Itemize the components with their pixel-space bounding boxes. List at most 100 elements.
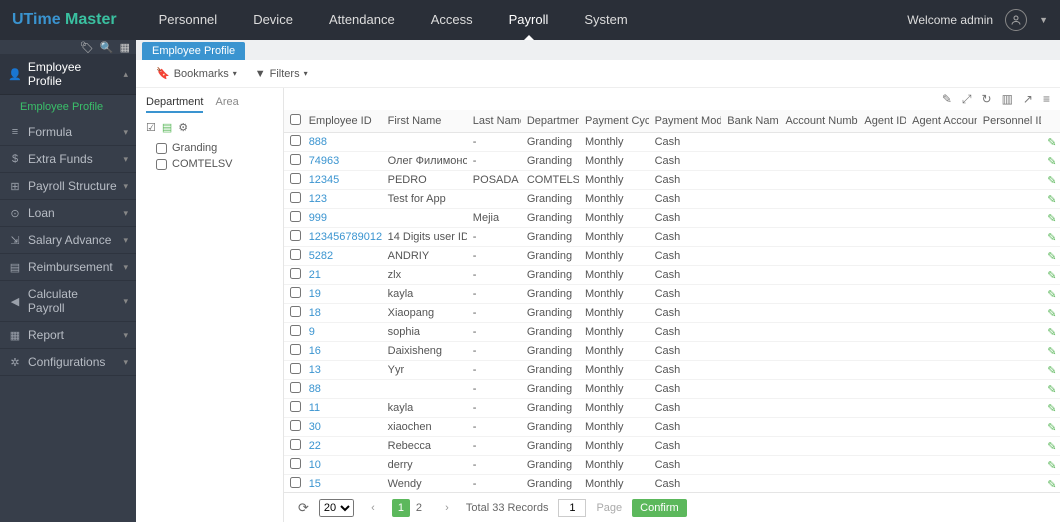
- edit-row-icon[interactable]: ✎: [1047, 137, 1056, 149]
- avatar-icon[interactable]: [1005, 9, 1027, 31]
- row-checkbox[interactable]: [290, 230, 301, 241]
- col-header[interactable]: Personnel ID: [977, 110, 1041, 133]
- row-checkbox[interactable]: [290, 439, 301, 450]
- table-row[interactable]: 30xiaochen-GrandingMonthlyCash✎: [284, 418, 1060, 437]
- cell-employee-id[interactable]: 888: [303, 133, 382, 152]
- sidebar-item-calculate-payroll[interactable]: ◀Calculate Payroll▾: [0, 281, 136, 322]
- table-row[interactable]: 5282ANDRIY-GrandingMonthlyCash✎: [284, 247, 1060, 266]
- table-row[interactable]: 1234567890123414 Digits user ID-Granding…: [284, 228, 1060, 247]
- cell-employee-id[interactable]: 16: [303, 342, 382, 361]
- row-checkbox[interactable]: [290, 249, 301, 260]
- nav-system[interactable]: System: [566, 0, 645, 40]
- sidebar-item-formula[interactable]: ≡Formula▾: [0, 119, 136, 146]
- cell-employee-id[interactable]: 74963: [303, 152, 382, 171]
- nav-payroll[interactable]: Payroll: [491, 0, 567, 40]
- nav-personnel[interactable]: Personnel: [141, 0, 236, 40]
- row-checkbox[interactable]: [290, 192, 301, 203]
- bookmarks-button[interactable]: 🔖 Bookmarks ▾: [156, 67, 237, 80]
- cell-employee-id[interactable]: 22: [303, 437, 382, 456]
- sidebar-item-payroll-structure[interactable]: ⊞Payroll Structure▾: [0, 173, 136, 200]
- reload-icon[interactable]: ⟳: [298, 500, 309, 516]
- row-checkbox[interactable]: [290, 287, 301, 298]
- edit-row-icon[interactable]: ✎: [1047, 194, 1056, 206]
- row-checkbox[interactable]: [290, 211, 301, 222]
- row-checkbox[interactable]: [290, 382, 301, 393]
- page-input[interactable]: [558, 499, 586, 517]
- edit-row-icon[interactable]: ✎: [1047, 441, 1056, 453]
- row-checkbox[interactable]: [290, 135, 301, 146]
- page-size-select[interactable]: 20: [319, 499, 354, 517]
- table-row[interactable]: 9sophia-GrandingMonthlyCash✎: [284, 323, 1060, 342]
- col-header[interactable]: Agent ID: [858, 110, 906, 133]
- search-icon[interactable]: 🔍: [100, 41, 114, 54]
- table-row[interactable]: 15Wendy-GrandingMonthlyCash✎: [284, 475, 1060, 493]
- edit-row-icon[interactable]: ✎: [1047, 365, 1056, 377]
- cell-employee-id[interactable]: 30: [303, 418, 382, 437]
- cell-employee-id[interactable]: 12345: [303, 171, 382, 190]
- tree-hierarchy-icon[interactable]: ⚙: [178, 121, 188, 134]
- tree-expand-icon[interactable]: ▤: [162, 121, 172, 134]
- cell-employee-id[interactable]: 123: [303, 190, 382, 209]
- cell-employee-id[interactable]: 21: [303, 266, 382, 285]
- cell-employee-id[interactable]: 19: [303, 285, 382, 304]
- table-row[interactable]: 21zlx-GrandingMonthlyCash✎: [284, 266, 1060, 285]
- data-grid[interactable]: Employee IDFirst NameLast NameDepartment…: [284, 110, 1060, 492]
- col-header[interactable]: Bank Name: [721, 110, 779, 133]
- sidebar-item-reimbursement[interactable]: ▤Reimbursement▾: [0, 254, 136, 281]
- row-checkbox[interactable]: [290, 154, 301, 165]
- confirm-button[interactable]: Confirm: [632, 499, 687, 517]
- table-row[interactable]: 123Test for AppGrandingMonthlyCash✎: [284, 190, 1060, 209]
- table-row[interactable]: 22Rebecca-GrandingMonthlyCash✎: [284, 437, 1060, 456]
- cell-employee-id[interactable]: 11: [303, 399, 382, 418]
- row-checkbox[interactable]: [290, 458, 301, 469]
- col-header[interactable]: Last Name: [467, 110, 521, 133]
- edit-row-icon[interactable]: ✎: [1047, 289, 1056, 301]
- edit-row-icon[interactable]: ✎: [1047, 479, 1056, 491]
- page-number[interactable]: 2: [410, 499, 428, 517]
- sidebar-item-loan[interactable]: ⊙Loan▾: [0, 200, 136, 227]
- tree-node-checkbox[interactable]: [156, 143, 167, 154]
- select-all-checkbox[interactable]: [290, 114, 301, 125]
- collapse-icon[interactable]: ▦: [120, 41, 130, 54]
- table-row[interactable]: 999MejiaGrandingMonthlyCash✎: [284, 209, 1060, 228]
- table-row[interactable]: 74963Олег Филимонов-GrandingMonthlyCash✎: [284, 152, 1060, 171]
- tree-tab-area[interactable]: Area: [215, 96, 238, 113]
- col-header[interactable]: First Name: [382, 110, 467, 133]
- sidebar-item-report[interactable]: ▦Report▾: [0, 322, 136, 349]
- col-header[interactable]: Payment Cycle: [579, 110, 649, 133]
- table-row[interactable]: 12345PEDROPOSADACOMTELSVMonthlyCash✎: [284, 171, 1060, 190]
- row-checkbox[interactable]: [290, 268, 301, 279]
- table-row[interactable]: 16Daixisheng-GrandingMonthlyCash✎: [284, 342, 1060, 361]
- table-row[interactable]: 13Yyr-GrandingMonthlyCash✎: [284, 361, 1060, 380]
- settings-icon[interactable]: ≡: [1043, 92, 1050, 106]
- edit-row-icon[interactable]: ✎: [1047, 270, 1056, 282]
- edit-row-icon[interactable]: ✎: [1047, 460, 1056, 472]
- col-header[interactable]: Employee ID: [303, 110, 382, 133]
- sidebar-item-employee-profile[interactable]: 👤Employee Profile▴: [0, 54, 136, 95]
- sidebar-item-salary-advance[interactable]: ⇲Salary Advance▾: [0, 227, 136, 254]
- edit-row-icon[interactable]: ✎: [1047, 213, 1056, 225]
- row-checkbox[interactable]: [290, 363, 301, 374]
- table-row[interactable]: 10derry-GrandingMonthlyCash✎: [284, 456, 1060, 475]
- table-row[interactable]: 18Xiaopang-GrandingMonthlyCash✎: [284, 304, 1060, 323]
- nav-attendance[interactable]: Attendance: [311, 0, 413, 40]
- edit-row-icon[interactable]: ✎: [1047, 422, 1056, 434]
- col-header[interactable]: Account Number: [779, 110, 858, 133]
- edit-row-icon[interactable]: ✎: [1047, 251, 1056, 263]
- filters-button[interactable]: ▼ Filters ▾: [255, 68, 308, 80]
- cell-employee-id[interactable]: 18: [303, 304, 382, 323]
- edit-row-icon[interactable]: ✎: [1047, 346, 1056, 358]
- tree-node-checkbox[interactable]: [156, 159, 167, 170]
- cell-employee-id[interactable]: 15: [303, 475, 382, 493]
- next-page-button[interactable]: ›: [438, 499, 456, 517]
- tree-node[interactable]: COMTELSV: [146, 156, 273, 172]
- row-checkbox[interactable]: [290, 401, 301, 412]
- cell-employee-id[interactable]: 88: [303, 380, 382, 399]
- refresh-icon[interactable]: ↻: [982, 92, 992, 106]
- expand-icon[interactable]: ⤢: [962, 92, 972, 107]
- tree-tab-department[interactable]: Department: [146, 96, 203, 113]
- edit-row-icon[interactable]: ✎: [1047, 327, 1056, 339]
- columns-icon[interactable]: ▥: [1002, 92, 1013, 106]
- row-checkbox[interactable]: [290, 420, 301, 431]
- tree-node[interactable]: Granding: [146, 140, 273, 156]
